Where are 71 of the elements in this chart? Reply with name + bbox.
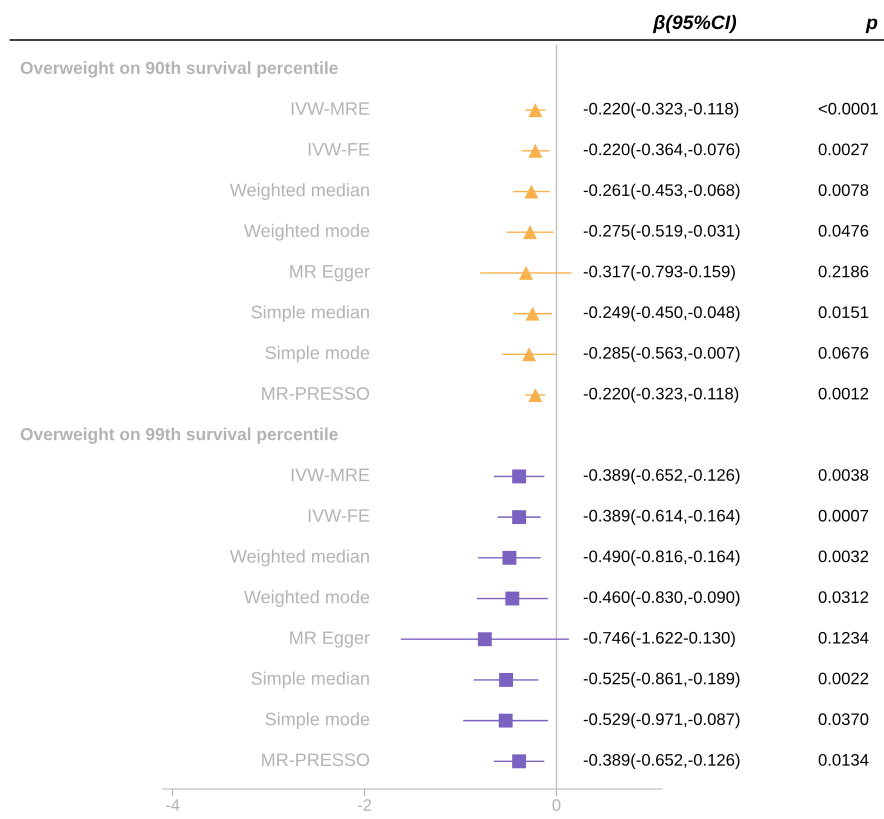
x-tick-label: 0 — [552, 799, 560, 811]
point — [478, 632, 492, 646]
text: 0.0312 — [818, 591, 868, 603]
y-tick-label: IVW-FE — [308, 143, 370, 156]
annotation: -0.490(-0.816,-0.164) — [584, 550, 740, 566]
point — [502, 550, 516, 565]
y-tick-label: MR Egger — [290, 631, 370, 648]
x-tick-label: -4 — [166, 799, 180, 811]
point — [526, 306, 540, 321]
x-tick-label: -2 — [358, 799, 372, 811]
annotation: -0.529(-0.971,-0.087) — [584, 712, 740, 728]
point — [528, 103, 542, 118]
point — [528, 388, 542, 402]
y-tick-label: Overweight on 99th survival percentile — [20, 428, 338, 444]
y-tick-label: Weighted mode — [244, 224, 370, 241]
annotation: -0.261(-0.453,-0.068) — [584, 184, 740, 200]
text: 0.0151 — [818, 306, 868, 318]
y-tick-label: Simple median — [251, 305, 369, 322]
text: 0.0007 — [818, 510, 868, 522]
annotation: -0.389(-0.614,-0.164) — [584, 509, 740, 525]
text: 0.0676 — [818, 346, 868, 359]
text: 0.0022 — [818, 672, 868, 684]
annotation: -0.389(-0.652,-0.126) — [584, 468, 740, 484]
annotation: -0.275(-0.519,-0.031) — [584, 224, 740, 240]
text: 0.0032 — [818, 550, 868, 562]
y-tick-label: Weighted median — [230, 549, 369, 566]
annotation: -0.460(-0.830,-0.090) — [584, 590, 740, 606]
point — [519, 266, 533, 280]
text: 0.0134 — [818, 754, 868, 766]
y-tick-label: IVW-FE — [308, 509, 370, 522]
text: 0.0012 — [818, 388, 868, 400]
point — [499, 672, 514, 687]
point — [512, 510, 526, 524]
point — [512, 754, 526, 768]
y-tick-label: Simple mode — [265, 712, 370, 730]
y-tick-label: Weighted median — [230, 183, 369, 200]
text: p — [866, 18, 878, 34]
annotation: -0.285(-0.563,-0.007) — [584, 346, 740, 362]
annotation: -0.220(-0.364,-0.076) — [584, 143, 740, 159]
y-tick-label: MR-PRESSO — [262, 387, 370, 400]
annotation: -0.220(-0.323,-0.118) — [584, 387, 738, 403]
point — [505, 592, 520, 606]
point — [522, 347, 536, 362]
y-tick-label: MR Egger — [290, 265, 370, 282]
annotation: -0.389(-0.652,-0.126) — [584, 754, 740, 770]
annotation: -0.220(-0.323,-0.118) — [584, 102, 738, 118]
text: 0.0370 — [818, 713, 868, 726]
text: 0.0078 — [818, 184, 868, 196]
text: 0.0476 — [818, 224, 868, 237]
text: 0.2186 — [818, 266, 868, 278]
y-tick-label: IVW-MRE — [292, 102, 370, 115]
text: <0.0001 — [818, 102, 878, 115]
annotation: -0.525(-0.861,-0.189) — [584, 672, 740, 688]
annotation: -0.317(-0.793-0.159) — [584, 265, 735, 281]
y-tick-label: Weighted mode — [244, 590, 370, 607]
point — [524, 184, 538, 198]
text: 0.1234 — [818, 632, 868, 644]
y-tick-label: Simple mode — [265, 346, 370, 363]
point — [523, 225, 537, 240]
text: 0.0038 — [818, 469, 868, 481]
y-tick-label: Simple median — [251, 672, 369, 688]
annotation: -0.746(-1.622-0.130) — [584, 631, 735, 647]
annotation: -0.249(-0.450,-0.048) — [584, 306, 740, 322]
point — [498, 714, 513, 728]
point — [528, 144, 542, 158]
text: β(95%CI) — [652, 14, 736, 34]
y-tick-label: MR-PRESSO — [262, 753, 370, 766]
text: 0.0027 — [818, 143, 868, 156]
y-tick-label: IVW-MRE — [292, 468, 370, 482]
point — [512, 469, 526, 484]
y-tick-label: Overweight on 90th survival percentile — [20, 61, 338, 78]
